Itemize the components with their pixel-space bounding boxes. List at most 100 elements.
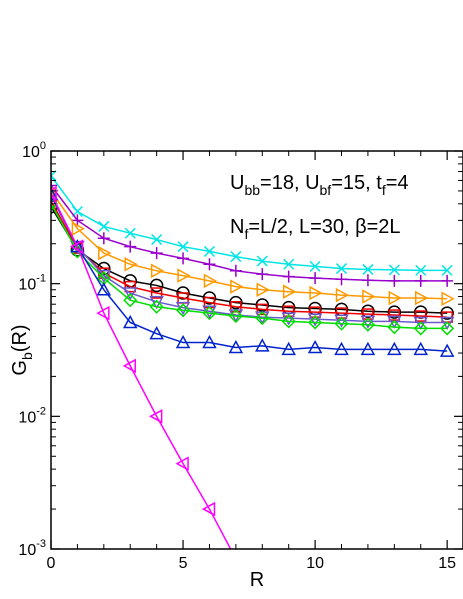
data-point: [439, 343, 455, 357]
data-point: [440, 321, 455, 336]
data-point: [71, 221, 85, 236]
data-point: [69, 239, 84, 254]
data-point: [124, 227, 136, 239]
data-point: [203, 245, 215, 257]
series-line: [51, 206, 448, 314]
y-tick-label: 10-1: [18, 273, 46, 294]
data-point: [388, 264, 400, 276]
data-point: [149, 299, 164, 314]
data-point: [122, 287, 138, 301]
series-line: [51, 175, 448, 272]
data-point: [230, 300, 242, 313]
data-point: [256, 303, 269, 316]
data-point: [387, 341, 402, 356]
data-point: [51, 195, 57, 207]
series-1: [51, 170, 453, 276]
data-point: [361, 304, 375, 318]
data-point: [149, 409, 163, 424]
data-point: [307, 339, 323, 354]
data-point: [415, 264, 427, 276]
data-point: [177, 252, 190, 265]
data-point: [229, 295, 243, 310]
series-2: [51, 179, 454, 287]
data-point: [202, 306, 217, 321]
data-point: [387, 305, 402, 319]
x-tick-label: 0: [47, 555, 56, 572]
data-point: [51, 189, 59, 204]
data-point: [309, 285, 323, 301]
data-point: [335, 263, 348, 275]
series-line: [51, 194, 448, 352]
data-point: [388, 309, 401, 321]
data-point: [149, 278, 164, 293]
y-tick-label: 10-2: [18, 405, 46, 426]
data-point: [177, 241, 189, 253]
data-point: [256, 255, 268, 267]
data-point: [124, 280, 136, 293]
data-point: [256, 268, 269, 281]
y-axis-label-text: Gb(R): [9, 324, 35, 375]
y-tick-label: 10-3: [18, 538, 46, 559]
series-line: [51, 184, 448, 282]
x-tick-label: 15: [438, 555, 456, 572]
data-point: [175, 303, 191, 318]
data-point: [124, 240, 137, 253]
series-layer: [51, 170, 455, 549]
data-point: [96, 282, 112, 296]
data-point: [96, 305, 110, 321]
data-point: [228, 308, 243, 324]
data-point: [151, 234, 163, 246]
data-point: [362, 289, 376, 304]
data-point: [441, 291, 455, 306]
data-point: [98, 220, 110, 232]
series-line: [51, 190, 448, 300]
data-point: [203, 258, 216, 271]
data-point: [388, 274, 401, 287]
data-point: [441, 274, 454, 287]
series-line: [51, 192, 232, 549]
data-point: [149, 326, 164, 340]
data-point: [177, 268, 191, 283]
data-point: [309, 260, 321, 272]
series-3: [51, 186, 455, 306]
data-point: [51, 179, 57, 192]
data-point: [360, 317, 375, 332]
data-point: [255, 311, 270, 326]
data-point: [414, 274, 427, 287]
data-point: [362, 263, 374, 275]
data-point: [282, 284, 297, 299]
data-point: [229, 264, 242, 277]
data-point: [122, 358, 136, 374]
annotation-line-1: Ubb=18, Ubf=15, tf=4: [230, 172, 409, 198]
x-tick-label: 10: [306, 555, 324, 572]
plot-frame: [50, 150, 463, 550]
data-point: [202, 291, 217, 305]
series-line: [51, 195, 448, 324]
x-tick-label: 5: [179, 555, 188, 572]
data-point: [281, 314, 296, 329]
data-point: [175, 456, 189, 471]
annotation-line-2: Nf=L/2, L=30, β=2L: [230, 216, 401, 242]
data-point: [202, 334, 217, 349]
axes: 0 5 10 15 100 10-1 10-2 10-3: [18, 140, 463, 572]
data-point: [334, 316, 349, 331]
series-line: [51, 200, 448, 318]
data-point: [98, 245, 112, 261]
data-point: [414, 310, 427, 322]
data-point: [440, 306, 454, 320]
data-point: [97, 232, 110, 245]
data-point: [175, 334, 191, 349]
data-point: [360, 341, 376, 356]
x-axis-label: R: [250, 569, 264, 591]
data-point: [255, 338, 270, 352]
data-point: [441, 264, 453, 276]
data-point: [283, 258, 295, 270]
data-point: [413, 321, 428, 336]
data-point: [150, 263, 165, 279]
data-point: [149, 296, 164, 310]
data-point: [282, 270, 295, 283]
series-line: [51, 203, 448, 330]
data-point: [388, 290, 402, 306]
data-point: [71, 214, 84, 227]
data-point: [309, 272, 322, 285]
